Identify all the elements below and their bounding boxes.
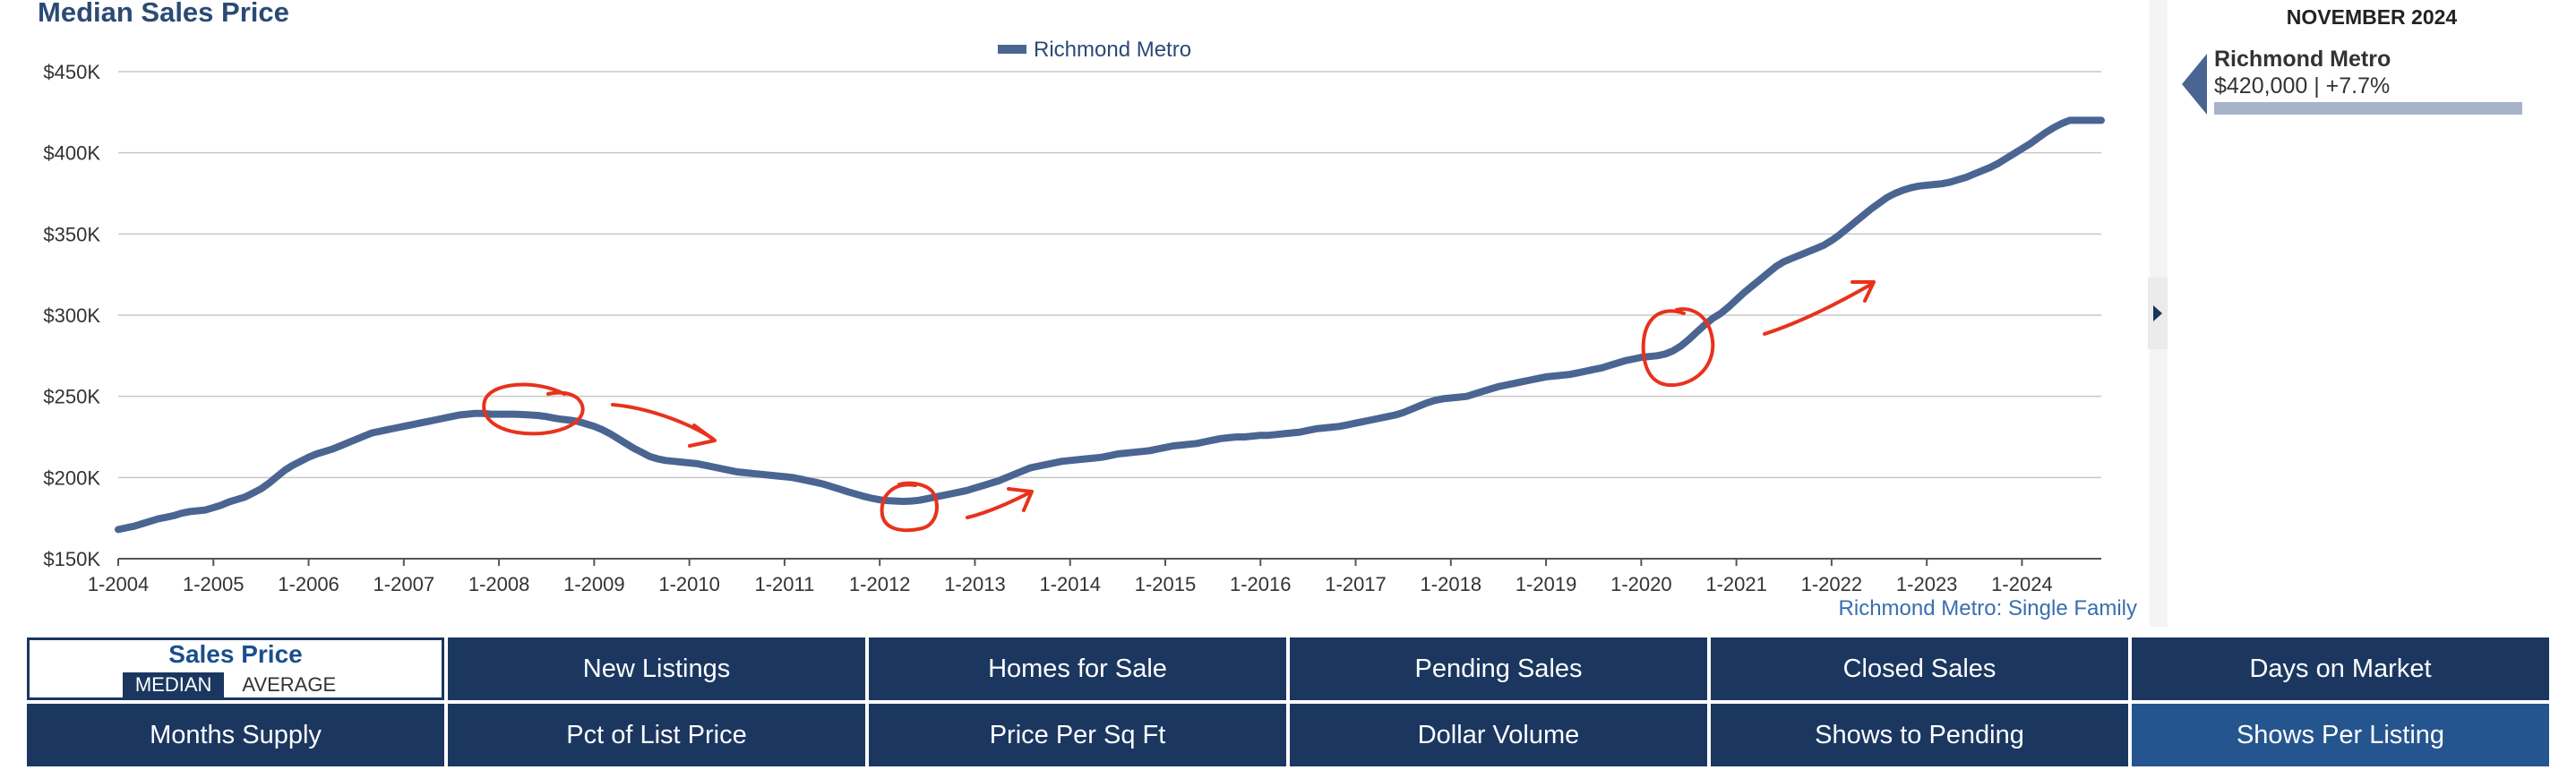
tab-homes-for-sale[interactable]: Homes for Sale <box>869 637 1286 700</box>
x-tick-label: 1-2006 <box>278 573 339 595</box>
x-tick-label: 1-2024 <box>1991 573 2053 595</box>
tab-new-listings[interactable]: New Listings <box>448 637 865 700</box>
x-tick-label: 1-2014 <box>1039 573 1101 595</box>
y-tick-label: $200K <box>43 466 100 489</box>
tab-dollar-volume[interactable]: Dollar Volume <box>1290 704 1707 766</box>
axes: $150K $200K $250K $300K $350K $400K $450K 1-200… <box>43 61 2052 595</box>
x-tick-label: 1-2010 <box>658 573 720 595</box>
tab-sales-price[interactable]: Sales Price MEDIAN AVERAGE <box>27 637 444 700</box>
annotation-circle-2012 <box>880 481 939 533</box>
annotation-arrow-2013 <box>966 491 1032 519</box>
legend-swatch <box>998 45 1026 54</box>
average-toggle[interactable]: AVERAGE <box>242 673 337 696</box>
y-tick-label: $350K <box>43 223 100 245</box>
x-tick-label: 1-2022 <box>1801 573 1863 595</box>
tab-days-on-market[interactable]: Days on Market <box>2132 637 2549 700</box>
tab-shows-to-pending[interactable]: Shows to Pending <box>1711 704 2128 766</box>
y-tick-label: $250K <box>43 386 100 408</box>
annotation-arrowhead-2021 <box>1850 280 1876 303</box>
legend-label: Richmond Metro <box>1034 38 1191 62</box>
gridlines <box>118 71 2101 560</box>
annotation-arrowhead-2009 <box>688 424 717 448</box>
x-tick-label: 1-2012 <box>849 573 911 595</box>
x-tick-label: 1-2011 <box>754 573 814 595</box>
y-tick-label: $400K <box>43 142 100 165</box>
x-tick-label: 1-2021 <box>1705 573 1767 595</box>
chevron-right-icon <box>2153 305 2162 321</box>
x-tick-label: 1-2015 <box>1135 573 1197 595</box>
tab-sales-price-label: Sales Price <box>168 640 303 668</box>
x-tick-label: 1-2007 <box>374 573 435 595</box>
tab-shows-per-listing[interactable]: Shows Per Listing <box>2132 704 2549 766</box>
panel-pointer-icon <box>2182 54 2207 115</box>
line-chart: $150K $200K $250K $300K $350K $400K $450K 1-200… <box>43 38 2105 595</box>
x-tick-label: 1-2018 <box>1421 573 1482 595</box>
legend: Richmond Metro <box>998 38 1191 62</box>
x-tick-label: 1-2017 <box>1325 573 1387 595</box>
annotation-circle-2020 <box>1641 307 1715 388</box>
x-tick-label: 1-2023 <box>1896 573 1958 595</box>
metric-tabs: Sales Price MEDIAN AVERAGE New Listings … <box>27 637 2549 766</box>
tab-pct-of-list-price[interactable]: Pct of List Price <box>448 704 865 766</box>
panel-series-name: Richmond Metro <box>2214 47 2391 72</box>
chart-title: Median Sales Price <box>38 0 289 28</box>
series-line-richmond-metro <box>115 116 2105 534</box>
annotations <box>482 280 1876 533</box>
annotation-arrow-2021 <box>1763 282 1874 336</box>
source-note: Richmond Metro: Single Family <box>1838 596 2137 620</box>
x-tick-label: 1-2004 <box>88 573 150 595</box>
tab-pending-sales[interactable]: Pending Sales <box>1290 637 1707 700</box>
x-tick-label: 1-2008 <box>468 573 530 595</box>
annotation-arrow-2009 <box>611 403 715 441</box>
panel-value-bar <box>2214 102 2522 115</box>
median-average-toggle: MEDIAN AVERAGE <box>122 672 348 697</box>
tab-months-supply[interactable]: Months Supply <box>27 704 444 766</box>
collapse-panel-button[interactable] <box>2148 278 2168 349</box>
panel-series-value: $420,000 | +7.7% <box>2214 73 2391 98</box>
tab-closed-sales[interactable]: Closed Sales <box>1711 637 2128 700</box>
x-tick-label: 1-2013 <box>944 573 1006 595</box>
x-tick-label: 1-2009 <box>563 573 625 595</box>
annotation-circle-2008 <box>482 382 585 436</box>
y-tick-label: $300K <box>43 304 100 327</box>
x-tick-label: 1-2005 <box>183 573 245 595</box>
annotation-arrowhead-2013 <box>1007 487 1034 512</box>
tab-price-per-sq-ft[interactable]: Price Per Sq Ft <box>869 704 1286 766</box>
y-tick-label: $150K <box>43 548 100 570</box>
panel-month: NOVEMBER 2024 <box>2286 5 2458 29</box>
y-tick-label: $450K <box>43 61 100 83</box>
x-tick-label: 1-2016 <box>1230 573 1292 595</box>
x-tick-label: 1-2019 <box>1516 573 1577 595</box>
median-toggle[interactable]: MEDIAN <box>122 672 225 697</box>
x-tick-label: 1-2020 <box>1610 573 1672 595</box>
